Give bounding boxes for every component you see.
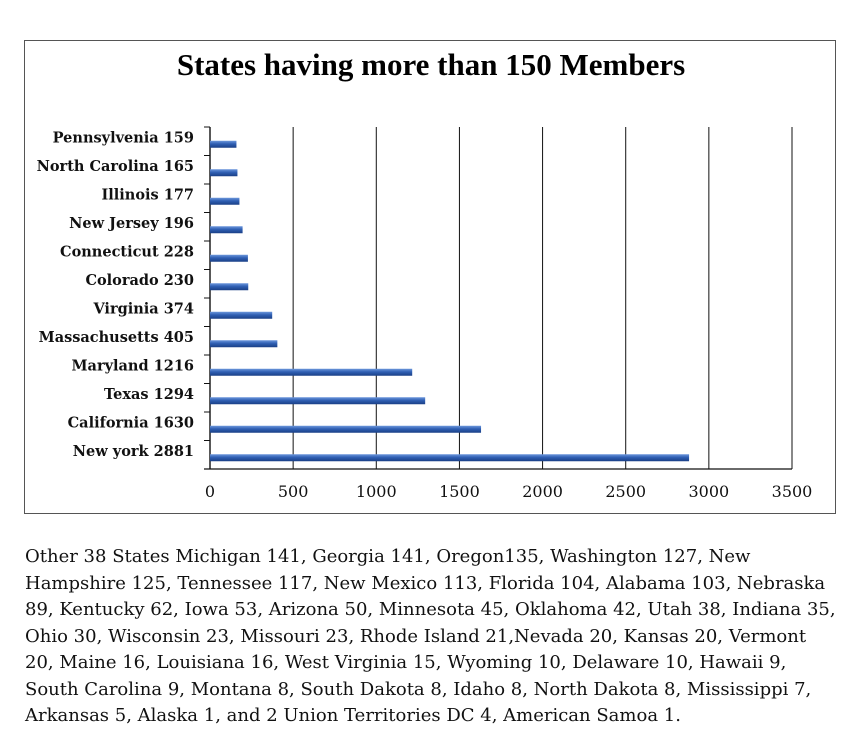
category-label: New york 2881 — [73, 443, 194, 460]
x-tick-label: 2500 — [605, 482, 646, 501]
category-label: California 1630 — [68, 414, 194, 431]
bar — [210, 197, 240, 205]
bar — [210, 169, 238, 177]
x-tick-label: 3000 — [688, 482, 729, 501]
x-tick-label: 500 — [278, 482, 309, 501]
bar — [210, 454, 690, 462]
category-label: Maryland 1216 — [72, 357, 195, 374]
category-label: North Carolina 165 — [37, 158, 194, 175]
x-tick-label: 2000 — [522, 482, 563, 501]
category-label: New Jersey 196 — [69, 215, 194, 232]
category-labels: Pennsylvenia 159 North Carolina 165 Illino… — [37, 129, 194, 460]
bar — [210, 140, 237, 148]
bar — [210, 311, 273, 319]
bar — [210, 340, 278, 348]
category-label: Illinois 177 — [101, 186, 194, 203]
category-label: Colorado 230 — [85, 272, 194, 289]
chart-frame: States having more than 150 Members Penn… — [24, 40, 836, 514]
bar-chart: Pennsylvenia 159 North Carolina 165 Illino… — [37, 126, 812, 501]
category-label: Connecticut 228 — [60, 243, 194, 260]
bar — [210, 397, 426, 405]
footer-text: Other 38 States Michigan 141, Georgia 14… — [25, 546, 836, 726]
chart-title: States having more than 150 Members — [176, 47, 686, 82]
x-tick-label: 1000 — [356, 482, 397, 501]
bar — [210, 226, 243, 234]
category-label: Massachusetts 405 — [39, 329, 194, 346]
x-tick-label: 0 — [205, 482, 215, 501]
category-label: Texas 1294 — [104, 386, 194, 403]
bar — [210, 368, 413, 376]
bar — [210, 283, 249, 291]
bar — [210, 425, 482, 433]
x-tick-label: 1500 — [439, 482, 480, 501]
category-label: Pennsylvenia 159 — [53, 129, 194, 146]
x-tick-labels: 0 500 1000 1500 2000 2500 3000 3500 — [205, 482, 812, 501]
x-tick-label: 3500 — [772, 482, 813, 501]
bars — [210, 140, 690, 462]
gridlines — [204, 126, 793, 470]
bar — [210, 254, 248, 262]
category-label: Virginia 374 — [92, 300, 194, 317]
